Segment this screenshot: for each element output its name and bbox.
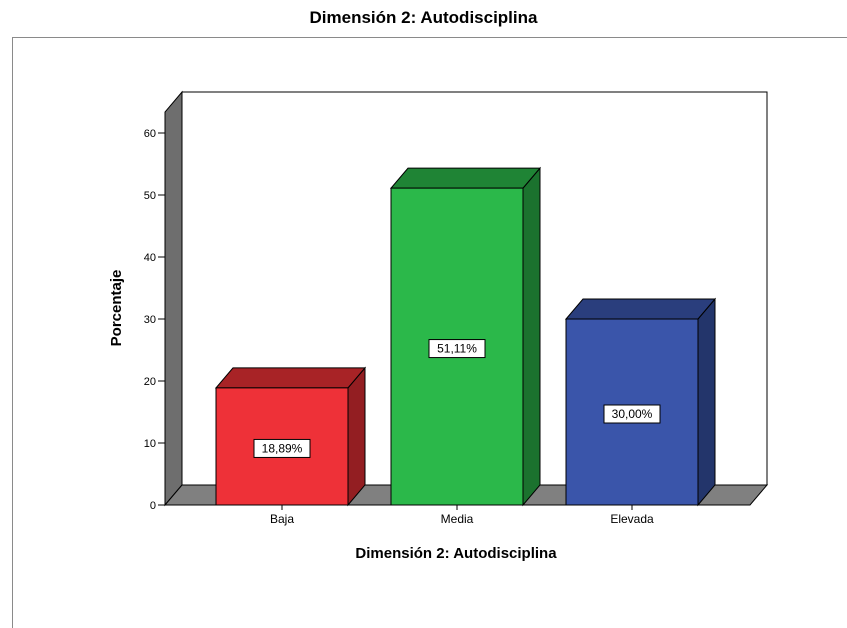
bars: 18,89% 51,11% 30,00% xyxy=(214,166,717,507)
side-wall xyxy=(164,90,183,507)
data-label: 18,89% xyxy=(262,441,303,455)
bar-side xyxy=(697,297,716,507)
x-tick-label: Elevada xyxy=(610,512,654,526)
bar-top xyxy=(564,298,717,320)
y-tick-label: 20 xyxy=(144,376,156,388)
bar-baja: 18,89% xyxy=(214,366,367,507)
bar-elevada: 30,00% xyxy=(564,297,717,507)
data-label: 30,00% xyxy=(612,407,653,421)
y-tick-label: 40 xyxy=(144,252,156,264)
chart-title: Dimensión 2: Autodisciplina xyxy=(309,8,538,27)
chart-plot: 0 10 20 30 40 50 60 18,89% 51,11% 30,00% Baja Med… xyxy=(108,90,769,562)
y-tick-label: 50 xyxy=(144,190,156,202)
bar-top xyxy=(389,167,542,189)
x-axis-title: Dimensión 2: Autodisciplina xyxy=(355,545,557,562)
data-label: 51,11% xyxy=(437,342,477,356)
bar-media: 51,11% xyxy=(389,166,542,507)
bar-side xyxy=(522,166,541,507)
data-label-box xyxy=(253,438,311,458)
y-axis: 0 10 20 30 40 50 60 xyxy=(144,128,165,512)
y-tick-label: 0 xyxy=(150,500,156,512)
data-label-box xyxy=(603,404,661,424)
y-tick-label: 30 xyxy=(144,314,156,326)
x-tick-label: Baja xyxy=(270,512,294,526)
bar-side xyxy=(347,366,366,507)
y-tick-label: 60 xyxy=(144,128,156,140)
data-label-box xyxy=(428,339,486,359)
x-tick-label: Media xyxy=(441,512,474,526)
y-axis-title: Porcentaje xyxy=(108,270,125,347)
x-axis-labels: Baja Media Elevada xyxy=(270,505,654,526)
y-tick-label: 10 xyxy=(144,438,156,450)
bar-top xyxy=(214,367,367,389)
chart-frame xyxy=(12,37,847,628)
